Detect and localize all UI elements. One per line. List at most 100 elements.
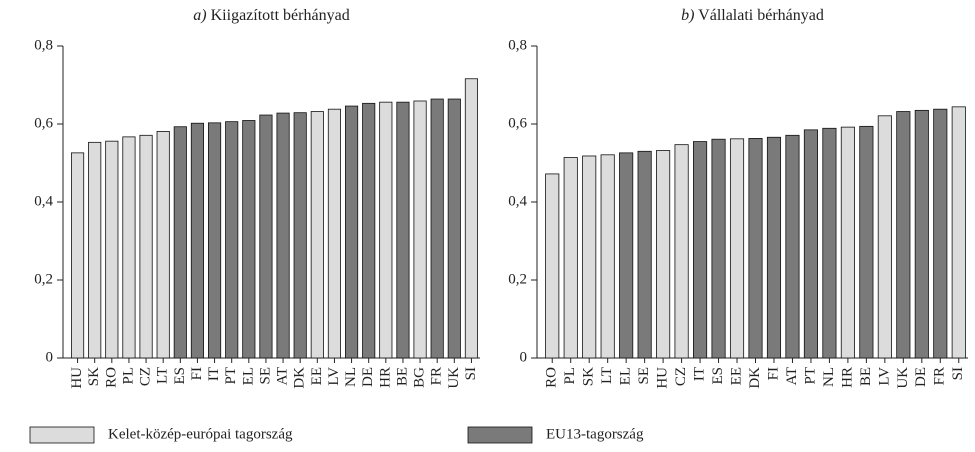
bar bbox=[674, 144, 689, 359]
y-tick-label: 0,8 bbox=[508, 37, 527, 53]
x-tick-label: DK bbox=[292, 367, 308, 389]
x-tick-label: SK bbox=[86, 367, 102, 386]
y-tick-label: 0,8 bbox=[34, 37, 53, 53]
bar bbox=[173, 126, 187, 359]
bar bbox=[156, 131, 170, 359]
legend-swatch bbox=[467, 426, 533, 444]
x-tick-label: SE bbox=[636, 367, 652, 385]
x-tick-label: PT bbox=[802, 367, 818, 385]
bar bbox=[293, 112, 307, 359]
x-tick-label: BE bbox=[394, 367, 410, 386]
y-tick-label: 0,6 bbox=[34, 115, 53, 131]
bar bbox=[822, 127, 837, 359]
y-tick-label: 0 bbox=[520, 349, 528, 365]
chart-title: a) Kiigazított bérhányad bbox=[193, 7, 349, 24]
x-tick-label: NL bbox=[343, 367, 359, 387]
bar bbox=[711, 138, 726, 359]
bar bbox=[413, 100, 427, 359]
title-text: Kiigazított bérhányad bbox=[211, 7, 350, 24]
bar bbox=[803, 129, 818, 359]
bar bbox=[70, 152, 85, 359]
bar bbox=[276, 112, 290, 359]
x-tick-label: LV bbox=[326, 367, 342, 386]
title-text: Vállalati bérhányad bbox=[698, 7, 824, 24]
x-tick-label: SI bbox=[950, 367, 966, 380]
y-tick-label: 0,4 bbox=[508, 193, 527, 209]
x-tick-label: EE bbox=[309, 367, 325, 385]
legend-label: EU13-tagország bbox=[546, 426, 644, 442]
bar bbox=[619, 152, 634, 359]
bar bbox=[242, 120, 256, 359]
panel-label: a) bbox=[193, 7, 206, 24]
x-tick-label: FR bbox=[932, 367, 948, 385]
bar bbox=[310, 111, 324, 359]
x-tick-label: HU bbox=[69, 367, 85, 389]
bar bbox=[207, 122, 222, 359]
bar bbox=[105, 140, 119, 359]
bar bbox=[785, 134, 800, 359]
x-tick-label: PL bbox=[562, 367, 578, 385]
x-tick-label: BE bbox=[858, 367, 874, 386]
bar bbox=[545, 173, 560, 359]
x-tick-label: UK bbox=[446, 367, 462, 389]
bar bbox=[122, 136, 136, 359]
bar bbox=[379, 101, 393, 359]
bar bbox=[430, 98, 444, 359]
x-tick-label: EL bbox=[240, 367, 256, 385]
y-tick-label: 0,4 bbox=[34, 193, 53, 209]
bar bbox=[259, 114, 273, 359]
bar bbox=[896, 111, 911, 359]
bar bbox=[139, 134, 153, 359]
x-tick-label: AT bbox=[275, 367, 291, 385]
legend-swatch bbox=[29, 426, 95, 444]
bar bbox=[600, 154, 615, 359]
x-tick-label: SE bbox=[257, 367, 273, 385]
bar bbox=[447, 98, 461, 359]
x-tick-label: ES bbox=[172, 367, 188, 385]
x-tick-label: BG bbox=[412, 367, 428, 388]
y-tick-label: 0,2 bbox=[34, 271, 53, 287]
bar bbox=[951, 106, 966, 359]
x-tick-label: PL bbox=[120, 367, 136, 385]
bar bbox=[464, 78, 479, 359]
bar bbox=[748, 138, 763, 359]
legend-label: Kelet-közép-európai tagország bbox=[108, 426, 293, 442]
bar bbox=[693, 141, 708, 359]
x-tick-label: CZ bbox=[138, 367, 154, 386]
x-tick-label: IT bbox=[692, 367, 708, 381]
x-tick-label: EE bbox=[728, 367, 744, 385]
bar bbox=[563, 157, 578, 359]
x-tick-label: SI bbox=[463, 367, 479, 380]
x-tick-label: HR bbox=[377, 367, 393, 388]
y-tick-label: 0 bbox=[46, 349, 54, 365]
bar bbox=[914, 109, 929, 359]
bar bbox=[637, 150, 652, 359]
bar bbox=[656, 150, 671, 359]
x-tick-label: LV bbox=[876, 367, 892, 386]
bar bbox=[877, 115, 892, 359]
x-tick-label: ES bbox=[710, 367, 726, 385]
bar bbox=[190, 122, 205, 359]
x-tick-label: DK bbox=[747, 367, 763, 389]
x-tick-label: DE bbox=[913, 367, 929, 387]
y-tick-label: 0,2 bbox=[508, 271, 527, 287]
x-tick-label: EL bbox=[618, 367, 634, 385]
x-tick-label: DE bbox=[360, 367, 376, 387]
x-tick-label: RO bbox=[544, 367, 560, 388]
x-tick-label: CZ bbox=[673, 367, 689, 386]
x-tick-label: FR bbox=[429, 367, 445, 385]
panel-label: b) bbox=[681, 7, 694, 24]
x-tick-label: NL bbox=[821, 367, 837, 387]
bar bbox=[859, 125, 874, 359]
bar bbox=[396, 101, 410, 359]
x-tick-label: FI bbox=[189, 367, 205, 380]
chart-title: b) Vállalati bérhányad bbox=[681, 7, 824, 24]
x-tick-label: IT bbox=[206, 367, 222, 381]
x-tick-label: SK bbox=[581, 367, 597, 386]
x-tick-label: HR bbox=[839, 367, 855, 388]
bar bbox=[362, 102, 376, 359]
x-tick-label: RO bbox=[103, 367, 119, 388]
bar bbox=[840, 126, 855, 359]
bar bbox=[88, 141, 102, 359]
